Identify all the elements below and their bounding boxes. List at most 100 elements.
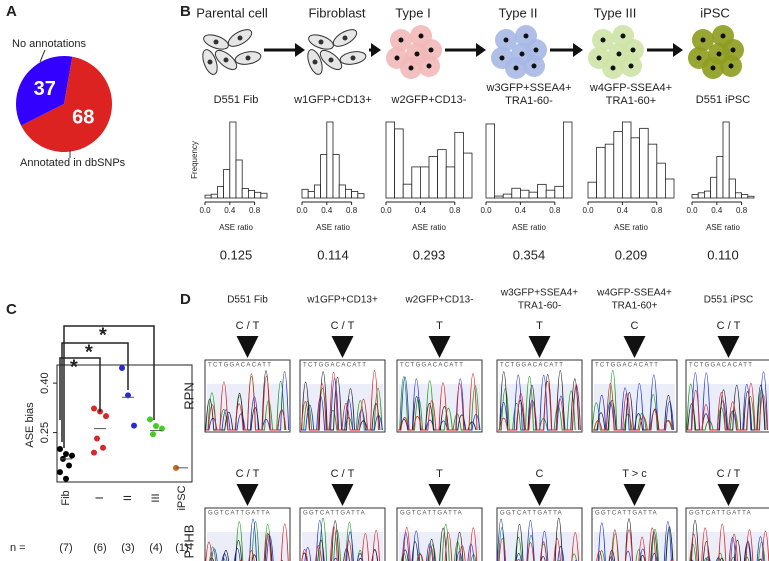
quality-shade bbox=[688, 384, 769, 430]
summary-value: 0.110 bbox=[707, 247, 739, 262]
histogram-bar bbox=[747, 195, 755, 199]
significance-bracket bbox=[63, 325, 155, 448]
cell-nucleus bbox=[610, 65, 616, 71]
x-tick-label: 0.4 bbox=[515, 206, 527, 215]
histogram-bar bbox=[520, 189, 530, 199]
y-tick-label: 0.40 bbox=[39, 372, 51, 393]
histogram-bar bbox=[320, 154, 328, 199]
x-tick-label: 0.0 bbox=[686, 206, 698, 215]
x-tick-label: 0.8 bbox=[346, 206, 358, 215]
x-tick-label: 0.4 bbox=[224, 206, 236, 215]
histogram-bar bbox=[402, 183, 413, 199]
cell-nucleus bbox=[350, 55, 356, 61]
sequence: TCTGGACACATT bbox=[500, 363, 564, 369]
histogram-bar bbox=[332, 154, 340, 199]
chromatogram-trace bbox=[593, 382, 673, 431]
arrow-head bbox=[673, 43, 683, 57]
chromatogram-trace bbox=[206, 373, 287, 431]
chromatogram-trace bbox=[401, 530, 475, 561]
base-call: C / T bbox=[331, 320, 355, 332]
x-axis-label: ASE ratio bbox=[512, 223, 546, 232]
stage-label: Type III bbox=[594, 5, 637, 20]
cell-nucleus bbox=[596, 55, 602, 61]
dot bbox=[69, 452, 75, 459]
stage-label: iPSC bbox=[700, 5, 730, 20]
summary-value: 0.114 bbox=[317, 247, 349, 262]
histogram-bar bbox=[563, 121, 573, 199]
histogram-bar bbox=[528, 191, 539, 199]
sequence: GGTCATTGATTA bbox=[303, 511, 366, 517]
call-marker bbox=[528, 336, 551, 358]
histogram-bar bbox=[247, 189, 255, 199]
summary-value: 0.293 bbox=[413, 247, 446, 262]
dot bbox=[66, 462, 72, 469]
histogram-bar bbox=[735, 192, 743, 199]
cell-nucleus bbox=[616, 51, 622, 57]
histogram-bar bbox=[357, 193, 365, 199]
histogram-title: D551 iPSC bbox=[696, 94, 750, 106]
base-call: C / T bbox=[717, 468, 741, 480]
sample-label: TRA1-60- bbox=[518, 301, 561, 312]
base-call: C / T bbox=[717, 320, 741, 332]
dot bbox=[91, 405, 97, 412]
histogram-bar bbox=[223, 169, 231, 199]
cell-nucleus bbox=[426, 63, 432, 69]
call-marker bbox=[528, 484, 551, 506]
histogram-bar bbox=[647, 143, 658, 199]
chromatogram-trace bbox=[690, 536, 765, 561]
stage-label: Type II bbox=[498, 5, 537, 20]
histogram-bar bbox=[741, 194, 749, 199]
n-count: (3) bbox=[121, 542, 134, 554]
category-label: III bbox=[150, 493, 162, 502]
histogram-bar bbox=[344, 188, 352, 199]
pie-value-label: 68 bbox=[72, 107, 94, 129]
histogram-title: D551 Fib bbox=[214, 94, 259, 106]
x-tick-label: 0.0 bbox=[480, 206, 492, 215]
sequence: GGTCATTGATTA bbox=[500, 511, 563, 517]
cell-nucleus bbox=[408, 65, 414, 71]
histogram-bar bbox=[210, 193, 218, 199]
base-call: C bbox=[536, 468, 544, 480]
histogram-bar bbox=[622, 121, 632, 199]
quality-shade bbox=[499, 384, 580, 430]
pie-value-label: 37 bbox=[34, 78, 56, 100]
call-marker bbox=[428, 484, 451, 506]
pie-slice bbox=[16, 56, 73, 126]
cell-nucleus bbox=[213, 39, 219, 45]
histogram-bar bbox=[494, 195, 504, 199]
dot bbox=[57, 469, 63, 476]
histogram-bar bbox=[338, 184, 346, 199]
histogram-title: w1GFP+CD13+ bbox=[293, 94, 372, 106]
significance-bracket bbox=[61, 342, 129, 442]
row-label: RPN bbox=[181, 382, 196, 409]
arrow-head bbox=[371, 43, 381, 57]
call-marker bbox=[717, 336, 740, 358]
dot bbox=[147, 416, 153, 423]
cell-nucleus bbox=[428, 47, 434, 53]
call-marker bbox=[236, 336, 259, 358]
quality-shade bbox=[207, 532, 288, 561]
x-tick-label: 0.8 bbox=[249, 206, 261, 215]
dot bbox=[63, 475, 69, 482]
histogram-bar bbox=[613, 131, 623, 199]
call-marker bbox=[236, 484, 259, 506]
base-call: T bbox=[436, 320, 443, 332]
x-axis-label: ASE ratio bbox=[706, 223, 740, 232]
quality-shade bbox=[688, 532, 769, 561]
sample-label: w3GFP+SSEA4+ bbox=[500, 288, 578, 299]
n-label: n = bbox=[10, 542, 26, 554]
cell-nucleus bbox=[630, 47, 636, 53]
significance-bracket bbox=[59, 357, 101, 420]
sample-label: w2GFP+CD13- bbox=[404, 295, 473, 306]
sequence: TCTGGACACATT bbox=[400, 363, 464, 369]
cell-nucleus bbox=[398, 37, 404, 43]
y-tick-label: 0.25 bbox=[39, 422, 51, 443]
dot bbox=[119, 364, 125, 371]
n-count: (6) bbox=[93, 542, 106, 554]
sequence: TCTGGACACATT bbox=[689, 363, 753, 369]
histogram-bar bbox=[229, 121, 237, 199]
histogram-bar bbox=[691, 194, 699, 199]
quality-shade bbox=[302, 532, 383, 561]
sample-label: w4GFP-SSEA4+ bbox=[596, 288, 672, 299]
